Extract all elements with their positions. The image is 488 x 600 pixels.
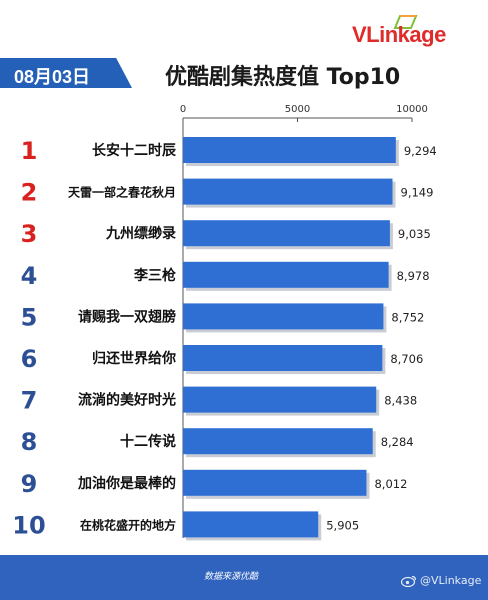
category-label: 流淌的美好时光 [78, 392, 176, 409]
category-label: 归还世界给你 [92, 350, 176, 367]
value-label: 8,706 [390, 352, 423, 366]
value-label: 8,978 [397, 269, 430, 283]
bar [183, 178, 393, 205]
x-tick-label: 10000 [396, 104, 428, 115]
rank-number: 3 [21, 220, 38, 248]
category-label: 李三枪 [133, 267, 176, 284]
value-label: 5,905 [326, 518, 359, 532]
value-label: 8,752 [391, 310, 424, 324]
bar [183, 220, 390, 247]
value-label: 8,012 [374, 477, 407, 491]
rank-number: 9 [21, 470, 38, 498]
bar [183, 345, 383, 371]
logo-flag-icon [393, 15, 418, 29]
category-label: 九州缥缈录 [105, 225, 176, 242]
logo-text: VLinkage [352, 22, 446, 47]
date-badge: 08月03日 [0, 58, 132, 88]
bar [183, 428, 373, 455]
rank-number: 4 [21, 262, 38, 290]
bar [183, 261, 389, 288]
value-label: 9,294 [404, 144, 437, 158]
category-label: 请赐我一双翅膀 [78, 308, 176, 325]
value-label: 9,149 [401, 186, 434, 200]
rank-number: 6 [21, 345, 38, 373]
rank-number: 8 [21, 428, 38, 456]
rank-number: 5 [21, 303, 38, 331]
vlinkage-logo: VLinkage [352, 14, 470, 48]
rank-number: 2 [21, 179, 38, 207]
value-label: 8,438 [384, 394, 417, 408]
weibo-icon [401, 575, 417, 587]
watermark: @VLinkage [420, 574, 482, 587]
rank-number: 7 [21, 387, 38, 415]
value-label: 9,035 [398, 227, 431, 241]
category-label: 天雷一部之春花秋月 [68, 185, 176, 200]
category-label: 在桃花盛开的地方 [80, 517, 176, 532]
category-label: 十二传说 [120, 433, 176, 450]
bar [183, 511, 319, 538]
value-label: 8,284 [381, 435, 414, 449]
chart-title: 优酷剧集热度值 Top10 [165, 65, 401, 90]
bar [183, 303, 384, 330]
bar [183, 137, 396, 163]
date-label: 08月03日 [14, 67, 91, 87]
category-label: 长安十二时辰 [92, 142, 177, 159]
rank-number: 1 [21, 137, 38, 165]
rank-number: 10 [12, 511, 45, 539]
bar [183, 386, 377, 413]
data-source-label: 数据来源优酷 [203, 572, 258, 582]
bar-chart: 0 5000 10000 1 长安十二时辰 9,294 2 天雷一部之春花秋月 9,149 3 九州… [12, 104, 437, 541]
bar [183, 469, 367, 496]
category-label: 加油你是最棒的 [77, 475, 176, 492]
x-tick-label: 0 [180, 104, 186, 115]
x-tick-label: 5000 [285, 104, 310, 115]
